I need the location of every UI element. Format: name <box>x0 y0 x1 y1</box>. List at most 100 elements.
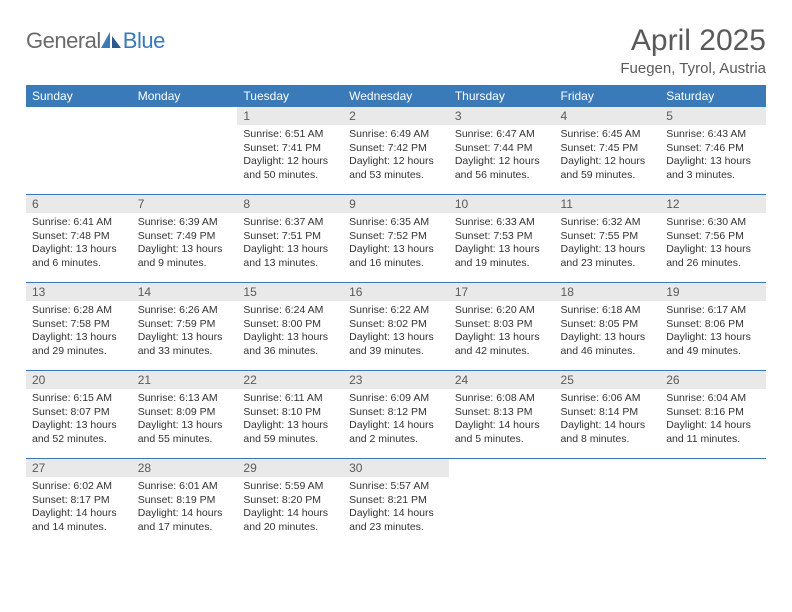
day-number: 30 <box>343 458 449 477</box>
calendar-cell: 23Sunrise: 6:09 AMSunset: 8:12 PMDayligh… <box>343 370 449 458</box>
calendar-cell: 30Sunrise: 5:57 AMSunset: 8:21 PMDayligh… <box>343 458 449 546</box>
daylight-text: Daylight: 13 hours and 23 minutes. <box>561 243 655 270</box>
sunset-text: Sunset: 7:48 PM <box>32 230 126 244</box>
day-body: Sunrise: 6:26 AMSunset: 7:59 PMDaylight:… <box>132 301 238 363</box>
sunset-text: Sunset: 7:45 PM <box>561 142 655 156</box>
col-saturday: Saturday <box>660 86 766 107</box>
sunset-text: Sunset: 8:21 PM <box>349 494 443 508</box>
sunset-text: Sunset: 8:20 PM <box>243 494 337 508</box>
day-number: 8 <box>237 194 343 213</box>
day-body: Sunrise: 5:57 AMSunset: 8:21 PMDaylight:… <box>343 477 449 539</box>
day-body: Sunrise: 6:09 AMSunset: 8:12 PMDaylight:… <box>343 389 449 451</box>
day-number: 11 <box>555 194 661 213</box>
day-number: 27 <box>26 458 132 477</box>
calendar-cell: 28Sunrise: 6:01 AMSunset: 8:19 PMDayligh… <box>132 458 238 546</box>
calendar-body: 1Sunrise: 6:51 AMSunset: 7:41 PMDaylight… <box>26 106 766 546</box>
col-wednesday: Wednesday <box>343 86 449 107</box>
calendar-cell: 13Sunrise: 6:28 AMSunset: 7:58 PMDayligh… <box>26 282 132 370</box>
calendar-cell: 3Sunrise: 6:47 AMSunset: 7:44 PMDaylight… <box>449 106 555 194</box>
calendar-cell: 12Sunrise: 6:30 AMSunset: 7:56 PMDayligh… <box>660 194 766 282</box>
month-title: April 2025 <box>620 24 766 58</box>
calendar-cell: 9Sunrise: 6:35 AMSunset: 7:52 PMDaylight… <box>343 194 449 282</box>
day-number: 7 <box>132 194 238 213</box>
sunrise-text: Sunrise: 6:02 AM <box>32 480 126 494</box>
daylight-text: Daylight: 13 hours and 19 minutes. <box>455 243 549 270</box>
sunset-text: Sunset: 7:44 PM <box>455 142 549 156</box>
sunset-text: Sunset: 7:53 PM <box>455 230 549 244</box>
calendar-cell: 1Sunrise: 6:51 AMSunset: 7:41 PMDaylight… <box>237 106 343 194</box>
sunset-text: Sunset: 8:06 PM <box>666 318 760 332</box>
calendar-cell <box>26 106 132 194</box>
brand-part2: Blue <box>123 28 165 54</box>
daylight-text: Daylight: 13 hours and 26 minutes. <box>666 243 760 270</box>
daylight-text: Daylight: 13 hours and 3 minutes. <box>666 155 760 182</box>
day-body: Sunrise: 6:30 AMSunset: 7:56 PMDaylight:… <box>660 213 766 275</box>
day-number: 5 <box>660 106 766 125</box>
calendar-cell: 2Sunrise: 6:49 AMSunset: 7:42 PMDaylight… <box>343 106 449 194</box>
sunset-text: Sunset: 7:49 PM <box>138 230 232 244</box>
sunrise-text: Sunrise: 6:18 AM <box>561 304 655 318</box>
calendar-cell: 14Sunrise: 6:26 AMSunset: 7:59 PMDayligh… <box>132 282 238 370</box>
sunrise-text: Sunrise: 6:35 AM <box>349 216 443 230</box>
calendar-page: General Blue April 2025 Fuegen, Tyrol, A… <box>0 0 792 546</box>
day-body: Sunrise: 6:06 AMSunset: 8:14 PMDaylight:… <box>555 389 661 451</box>
calendar-cell <box>132 106 238 194</box>
daylight-text: Daylight: 13 hours and 39 minutes. <box>349 331 443 358</box>
day-body: Sunrise: 6:32 AMSunset: 7:55 PMDaylight:… <box>555 213 661 275</box>
day-body: Sunrise: 6:15 AMSunset: 8:07 PMDaylight:… <box>26 389 132 451</box>
day-body: Sunrise: 6:24 AMSunset: 8:00 PMDaylight:… <box>237 301 343 363</box>
sunrise-text: Sunrise: 6:39 AM <box>138 216 232 230</box>
day-body: Sunrise: 6:08 AMSunset: 8:13 PMDaylight:… <box>449 389 555 451</box>
title-block: April 2025 Fuegen, Tyrol, Austria <box>620 24 766 77</box>
calendar-cell: 11Sunrise: 6:32 AMSunset: 7:55 PMDayligh… <box>555 194 661 282</box>
daylight-text: Daylight: 14 hours and 2 minutes. <box>349 419 443 446</box>
day-number: 1 <box>237 106 343 125</box>
day-number: 22 <box>237 370 343 389</box>
sunset-text: Sunset: 8:19 PM <box>138 494 232 508</box>
daylight-text: Daylight: 13 hours and 36 minutes. <box>243 331 337 358</box>
sunrise-text: Sunrise: 6:11 AM <box>243 392 337 406</box>
calendar-cell: 20Sunrise: 6:15 AMSunset: 8:07 PMDayligh… <box>26 370 132 458</box>
sunrise-text: Sunrise: 6:24 AM <box>243 304 337 318</box>
day-body: Sunrise: 6:51 AMSunset: 7:41 PMDaylight:… <box>237 125 343 187</box>
sunset-text: Sunset: 7:42 PM <box>349 142 443 156</box>
sunrise-text: Sunrise: 6:20 AM <box>455 304 549 318</box>
calendar-cell: 4Sunrise: 6:45 AMSunset: 7:45 PMDaylight… <box>555 106 661 194</box>
sunrise-text: Sunrise: 6:49 AM <box>349 128 443 142</box>
daylight-text: Daylight: 12 hours and 50 minutes. <box>243 155 337 182</box>
day-body: Sunrise: 6:17 AMSunset: 8:06 PMDaylight:… <box>660 301 766 363</box>
day-body: Sunrise: 6:22 AMSunset: 8:02 PMDaylight:… <box>343 301 449 363</box>
day-body: Sunrise: 6:37 AMSunset: 7:51 PMDaylight:… <box>237 213 343 275</box>
day-body: Sunrise: 6:04 AMSunset: 8:16 PMDaylight:… <box>660 389 766 451</box>
day-number: 20 <box>26 370 132 389</box>
calendar-table: Sunday Monday Tuesday Wednesday Thursday… <box>26 85 766 546</box>
sunset-text: Sunset: 8:09 PM <box>138 406 232 420</box>
daylight-text: Daylight: 14 hours and 11 minutes. <box>666 419 760 446</box>
day-body: Sunrise: 6:01 AMSunset: 8:19 PMDaylight:… <box>132 477 238 539</box>
sunset-text: Sunset: 8:10 PM <box>243 406 337 420</box>
daylight-text: Daylight: 13 hours and 52 minutes. <box>32 419 126 446</box>
day-number <box>449 458 555 477</box>
calendar-cell: 15Sunrise: 6:24 AMSunset: 8:00 PMDayligh… <box>237 282 343 370</box>
col-sunday: Sunday <box>26 86 132 107</box>
day-number: 9 <box>343 194 449 213</box>
sunrise-text: Sunrise: 6:51 AM <box>243 128 337 142</box>
calendar-cell: 27Sunrise: 6:02 AMSunset: 8:17 PMDayligh… <box>26 458 132 546</box>
sunrise-text: Sunrise: 6:01 AM <box>138 480 232 494</box>
calendar-row: 6Sunrise: 6:41 AMSunset: 7:48 PMDaylight… <box>26 194 766 282</box>
sunrise-text: Sunrise: 6:45 AM <box>561 128 655 142</box>
daylight-text: Daylight: 13 hours and 29 minutes. <box>32 331 126 358</box>
calendar-cell: 16Sunrise: 6:22 AMSunset: 8:02 PMDayligh… <box>343 282 449 370</box>
day-body: Sunrise: 6:41 AMSunset: 7:48 PMDaylight:… <box>26 213 132 275</box>
calendar-cell <box>555 458 661 546</box>
sunrise-text: Sunrise: 6:30 AM <box>666 216 760 230</box>
day-body: Sunrise: 6:11 AMSunset: 8:10 PMDaylight:… <box>237 389 343 451</box>
calendar-row: 27Sunrise: 6:02 AMSunset: 8:17 PMDayligh… <box>26 458 766 546</box>
day-body: Sunrise: 6:45 AMSunset: 7:45 PMDaylight:… <box>555 125 661 187</box>
calendar-cell: 7Sunrise: 6:39 AMSunset: 7:49 PMDaylight… <box>132 194 238 282</box>
col-friday: Friday <box>555 86 661 107</box>
day-number: 21 <box>132 370 238 389</box>
sunset-text: Sunset: 7:58 PM <box>32 318 126 332</box>
sunrise-text: Sunrise: 6:32 AM <box>561 216 655 230</box>
location-label: Fuegen, Tyrol, Austria <box>620 60 766 77</box>
